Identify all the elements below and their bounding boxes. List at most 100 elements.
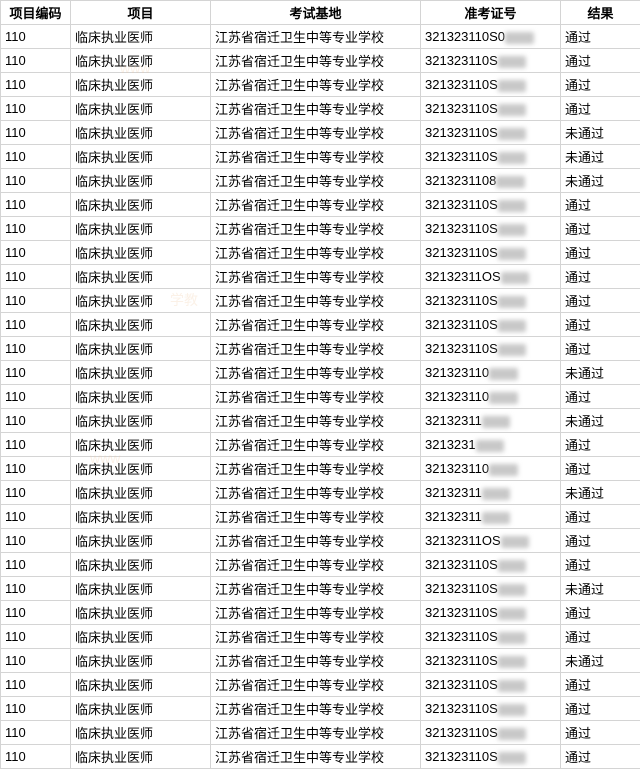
cell-code: 110 — [1, 697, 71, 721]
table-row: 110临床执业医师江苏省宿迁卫生中等专业学校321323110S0000通过 — [1, 553, 640, 577]
header-result: 结果 — [561, 1, 640, 25]
cell-project: 临床执业医师 — [71, 337, 211, 361]
id-visible: 321323110 — [425, 365, 489, 380]
id-visible: 321323110S — [425, 53, 498, 68]
cell-project: 临床执业医师 — [71, 409, 211, 433]
cell-id: 321323110S0000 — [421, 121, 561, 145]
cell-result: 通过 — [561, 217, 640, 241]
id-visible: 321323110S — [425, 725, 498, 740]
cell-result: 通过 — [561, 289, 640, 313]
cell-project: 临床执业医师 — [71, 193, 211, 217]
id-redacted: 0000 — [498, 56, 526, 68]
id-visible: 3213231 — [425, 437, 476, 452]
cell-id: 321323110S0000 — [421, 601, 561, 625]
cell-result: 通过 — [561, 385, 640, 409]
id-redacted: 0000 — [498, 752, 526, 764]
id-redacted: 0000 — [498, 632, 526, 644]
cell-id: 321323110S0000 — [421, 145, 561, 169]
cell-project: 临床执业医师 — [71, 457, 211, 481]
cell-result: 通过 — [561, 97, 640, 121]
cell-base: 江苏省宿迁卫生中等专业学校 — [211, 601, 421, 625]
cell-base: 江苏省宿迁卫生中等专业学校 — [211, 433, 421, 457]
cell-code: 110 — [1, 49, 71, 73]
table-row: 110临床执业医师江苏省宿迁卫生中等专业学校321323110S0000通过 — [1, 601, 640, 625]
cell-project: 临床执业医师 — [71, 673, 211, 697]
id-visible: 321323110S — [425, 557, 498, 572]
cell-project: 临床执业医师 — [71, 697, 211, 721]
id-visible: 321323110 — [425, 389, 489, 404]
id-redacted: 0000 — [489, 368, 517, 380]
table-row: 110临床执业医师江苏省宿迁卫生中等专业学校32132311OS0000通过 — [1, 265, 640, 289]
cell-project: 临床执业医师 — [71, 529, 211, 553]
cell-base: 江苏省宿迁卫生中等专业学校 — [211, 289, 421, 313]
id-visible: 321323110S — [425, 101, 498, 116]
table-row: 110临床执业医师江苏省宿迁卫生中等专业学校3213231100000通过 — [1, 457, 640, 481]
id-redacted: 0000 — [498, 704, 526, 716]
table-row: 110临床执业医师江苏省宿迁卫生中等专业学校321323110S0000通过 — [1, 73, 640, 97]
table-body: 110临床执业医师江苏省宿迁卫生中等专业学校321323110S00000通过1… — [1, 25, 640, 769]
cell-code: 110 — [1, 169, 71, 193]
cell-id: 321323110S0000 — [421, 217, 561, 241]
id-visible: 321323110S — [425, 293, 498, 308]
cell-code: 110 — [1, 529, 71, 553]
id-redacted: 0000 — [501, 536, 529, 548]
cell-project: 临床执业医师 — [71, 745, 211, 769]
cell-code: 110 — [1, 625, 71, 649]
cell-result: 通过 — [561, 241, 640, 265]
cell-base: 江苏省宿迁卫生中等专业学校 — [211, 97, 421, 121]
id-visible: 321323110S — [425, 629, 498, 644]
id-visible: 32132311 — [425, 413, 482, 428]
cell-result: 通过 — [561, 505, 640, 529]
cell-project: 临床执业医师 — [71, 649, 211, 673]
cell-base: 江苏省宿迁卫生中等专业学校 — [211, 73, 421, 97]
table-row: 110临床执业医师江苏省宿迁卫生中等专业学校321323110S0000通过 — [1, 49, 640, 73]
cell-project: 临床执业医师 — [71, 481, 211, 505]
cell-project: 临床执业医师 — [71, 145, 211, 169]
cell-code: 110 — [1, 601, 71, 625]
cell-code: 110 — [1, 745, 71, 769]
cell-code: 110 — [1, 433, 71, 457]
id-redacted: 0000 — [498, 296, 526, 308]
id-redacted: 0000 — [498, 248, 526, 260]
header-base: 考试基地 — [211, 1, 421, 25]
id-visible: 321323110S — [425, 197, 498, 212]
id-redacted: 0000 — [498, 320, 526, 332]
id-visible: 321323110 — [425, 461, 489, 476]
table-row: 110临床执业医师江苏省宿迁卫生中等专业学校321323110S0000未通过 — [1, 121, 640, 145]
cell-id: 32132311080000 — [421, 169, 561, 193]
cell-code: 110 — [1, 193, 71, 217]
table-row: 110临床执业医师江苏省宿迁卫生中等专业学校321323110S0000通过 — [1, 721, 640, 745]
id-visible: 3213231108 — [425, 173, 496, 188]
cell-result: 通过 — [561, 553, 640, 577]
id-redacted: 0000 — [501, 272, 529, 284]
cell-project: 临床执业医师 — [71, 265, 211, 289]
cell-project: 临床执业医师 — [71, 49, 211, 73]
id-redacted: 0000 — [498, 656, 526, 668]
cell-base: 江苏省宿迁卫生中等专业学校 — [211, 409, 421, 433]
cell-id: 321323110S0000 — [421, 73, 561, 97]
id-visible: 321323110S — [425, 221, 498, 236]
cell-code: 110 — [1, 337, 71, 361]
table-row: 110临床执业医师江苏省宿迁卫生中等专业学校32132310000通过 — [1, 433, 640, 457]
table-row: 110临床执业医师江苏省宿迁卫生中等专业学校321323110000未通过 — [1, 481, 640, 505]
table-row: 110临床执业医师江苏省宿迁卫生中等专业学校3213231100000通过 — [1, 385, 640, 409]
cell-id: 321323110S0000 — [421, 697, 561, 721]
cell-code: 110 — [1, 409, 71, 433]
cell-result: 通过 — [561, 529, 640, 553]
cell-base: 江苏省宿迁卫生中等专业学校 — [211, 721, 421, 745]
cell-id: 321323110000 — [421, 409, 561, 433]
cell-base: 江苏省宿迁卫生中等专业学校 — [211, 745, 421, 769]
cell-result: 未通过 — [561, 409, 640, 433]
cell-project: 临床执业医师 — [71, 169, 211, 193]
cell-code: 110 — [1, 241, 71, 265]
cell-base: 江苏省宿迁卫生中等专业学校 — [211, 505, 421, 529]
cell-result: 通过 — [561, 193, 640, 217]
cell-base: 江苏省宿迁卫生中等专业学校 — [211, 25, 421, 49]
table-row: 110临床执业医师江苏省宿迁卫生中等专业学校321323110S0000通过 — [1, 625, 640, 649]
cell-project: 临床执业医师 — [71, 625, 211, 649]
cell-base: 江苏省宿迁卫生中等专业学校 — [211, 529, 421, 553]
cell-id: 321323110S00000 — [421, 25, 561, 49]
id-redacted: 0000 — [498, 200, 526, 212]
cell-project: 临床执业医师 — [71, 313, 211, 337]
cell-base: 江苏省宿迁卫生中等专业学校 — [211, 697, 421, 721]
